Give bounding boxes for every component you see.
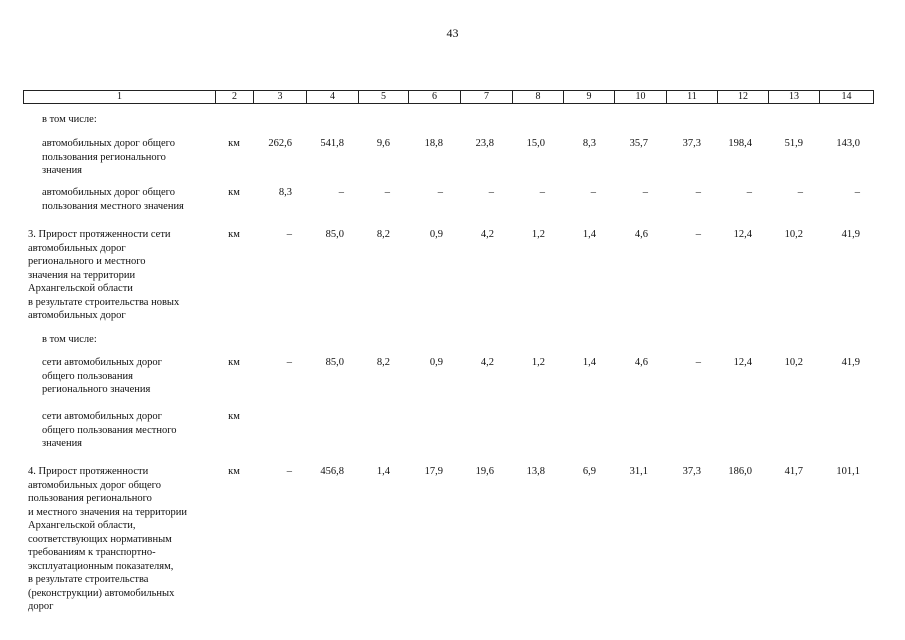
value-cell: 186,0 [728, 466, 752, 477]
value-cell: 101,1 [836, 466, 860, 477]
value-cell: 37,3 [682, 466, 701, 477]
value-cell: 0,9 [429, 229, 443, 240]
row-unit: км [228, 229, 240, 240]
row-unit: км [228, 357, 240, 368]
column-number-header: 1 2 3 4 5 6 7 8 9 10 11 12 13 14 [23, 90, 874, 104]
value-cell: 23,8 [475, 138, 494, 149]
value-cell: – [286, 466, 292, 477]
value-cell: 9,6 [376, 138, 390, 149]
value-cell: 4,6 [634, 357, 648, 368]
value-cell: – [854, 187, 860, 198]
row-unit: км [228, 138, 240, 149]
header-cell: 11 [666, 90, 718, 104]
page-number: 43 [446, 26, 459, 40]
header-cell: 12 [717, 90, 769, 104]
value-cell: 41,9 [841, 229, 860, 240]
row-label: в том числе: [42, 114, 97, 125]
value-cell: – [695, 229, 701, 240]
value-cell: 12,4 [733, 229, 752, 240]
value-cell: 4,6 [634, 229, 648, 240]
row-unit: км [228, 466, 240, 477]
value-cell: 1,2 [531, 229, 545, 240]
header-cell: 9 [563, 90, 615, 104]
value-cell: – [695, 187, 701, 198]
value-cell: – [338, 187, 344, 198]
row-label: сети автомобильных дорог общего пользова… [42, 357, 162, 395]
value-cell: 8,3 [278, 187, 292, 198]
header-cell: 10 [614, 90, 667, 104]
value-cell: 10,2 [784, 229, 803, 240]
value-cell: 1,4 [376, 466, 390, 477]
value-cell: 41,7 [784, 466, 803, 477]
value-cell: 262,6 [268, 138, 292, 149]
value-cell: – [746, 187, 752, 198]
value-cell: – [384, 187, 390, 198]
row-unit: км [228, 187, 240, 198]
value-cell: – [286, 357, 292, 368]
header-cell: 6 [408, 90, 461, 104]
header-cell: 4 [306, 90, 359, 104]
row-label: 4. Прирост протяженности автомобильных д… [28, 466, 187, 612]
row-label: в том числе: [42, 334, 97, 345]
value-cell: 41,9 [841, 357, 860, 368]
value-cell: 19,6 [475, 466, 494, 477]
value-cell: 31,1 [629, 466, 648, 477]
value-cell: – [488, 187, 494, 198]
value-cell: – [437, 187, 443, 198]
value-cell: 456,8 [320, 466, 344, 477]
value-cell: 51,9 [784, 138, 803, 149]
value-cell: 6,9 [582, 466, 596, 477]
value-cell: – [539, 187, 545, 198]
value-cell: 15,0 [526, 138, 545, 149]
value-cell: 198,4 [728, 138, 752, 149]
header-cell: 13 [768, 90, 820, 104]
header-cell: 5 [358, 90, 409, 104]
value-cell: 4,2 [480, 229, 494, 240]
header-cell: 7 [460, 90, 513, 104]
value-cell: – [797, 187, 803, 198]
value-cell: 8,3 [582, 138, 596, 149]
value-cell: 0,9 [429, 357, 443, 368]
row-label: 3. Прирост протяженности сети автомобиль… [28, 229, 180, 321]
value-cell: 8,2 [376, 229, 390, 240]
header-cell: 3 [253, 90, 307, 104]
value-cell: 18,8 [424, 138, 443, 149]
value-cell: – [590, 187, 596, 198]
value-cell: 1,4 [582, 229, 596, 240]
row-label: автомобильных дорог общего пользования м… [42, 187, 184, 212]
value-cell: 4,2 [480, 357, 494, 368]
row-label: автомобильных дорог общего пользования р… [42, 138, 175, 176]
header-cell: 8 [512, 90, 564, 104]
value-cell: 17,9 [424, 466, 443, 477]
value-cell: 85,0 [325, 229, 344, 240]
header-cell: 14 [819, 90, 874, 104]
value-cell: 35,7 [629, 138, 648, 149]
value-cell: – [695, 357, 701, 368]
value-cell: – [642, 187, 648, 198]
value-cell: 1,2 [531, 357, 545, 368]
value-cell: – [286, 229, 292, 240]
row-unit: км [228, 411, 240, 422]
value-cell: 143,0 [836, 138, 860, 149]
value-cell: 8,2 [376, 357, 390, 368]
row-label: сети автомобильных дорог общего пользова… [42, 411, 177, 449]
value-cell: 85,0 [325, 357, 344, 368]
value-cell: 13,8 [526, 466, 545, 477]
value-cell: 541,8 [320, 138, 344, 149]
value-cell: 1,4 [582, 357, 596, 368]
value-cell: 37,3 [682, 138, 701, 149]
value-cell: 10,2 [784, 357, 803, 368]
header-cell: 2 [215, 90, 254, 104]
value-cell: 12,4 [733, 357, 752, 368]
header-cell: 1 [23, 90, 216, 104]
